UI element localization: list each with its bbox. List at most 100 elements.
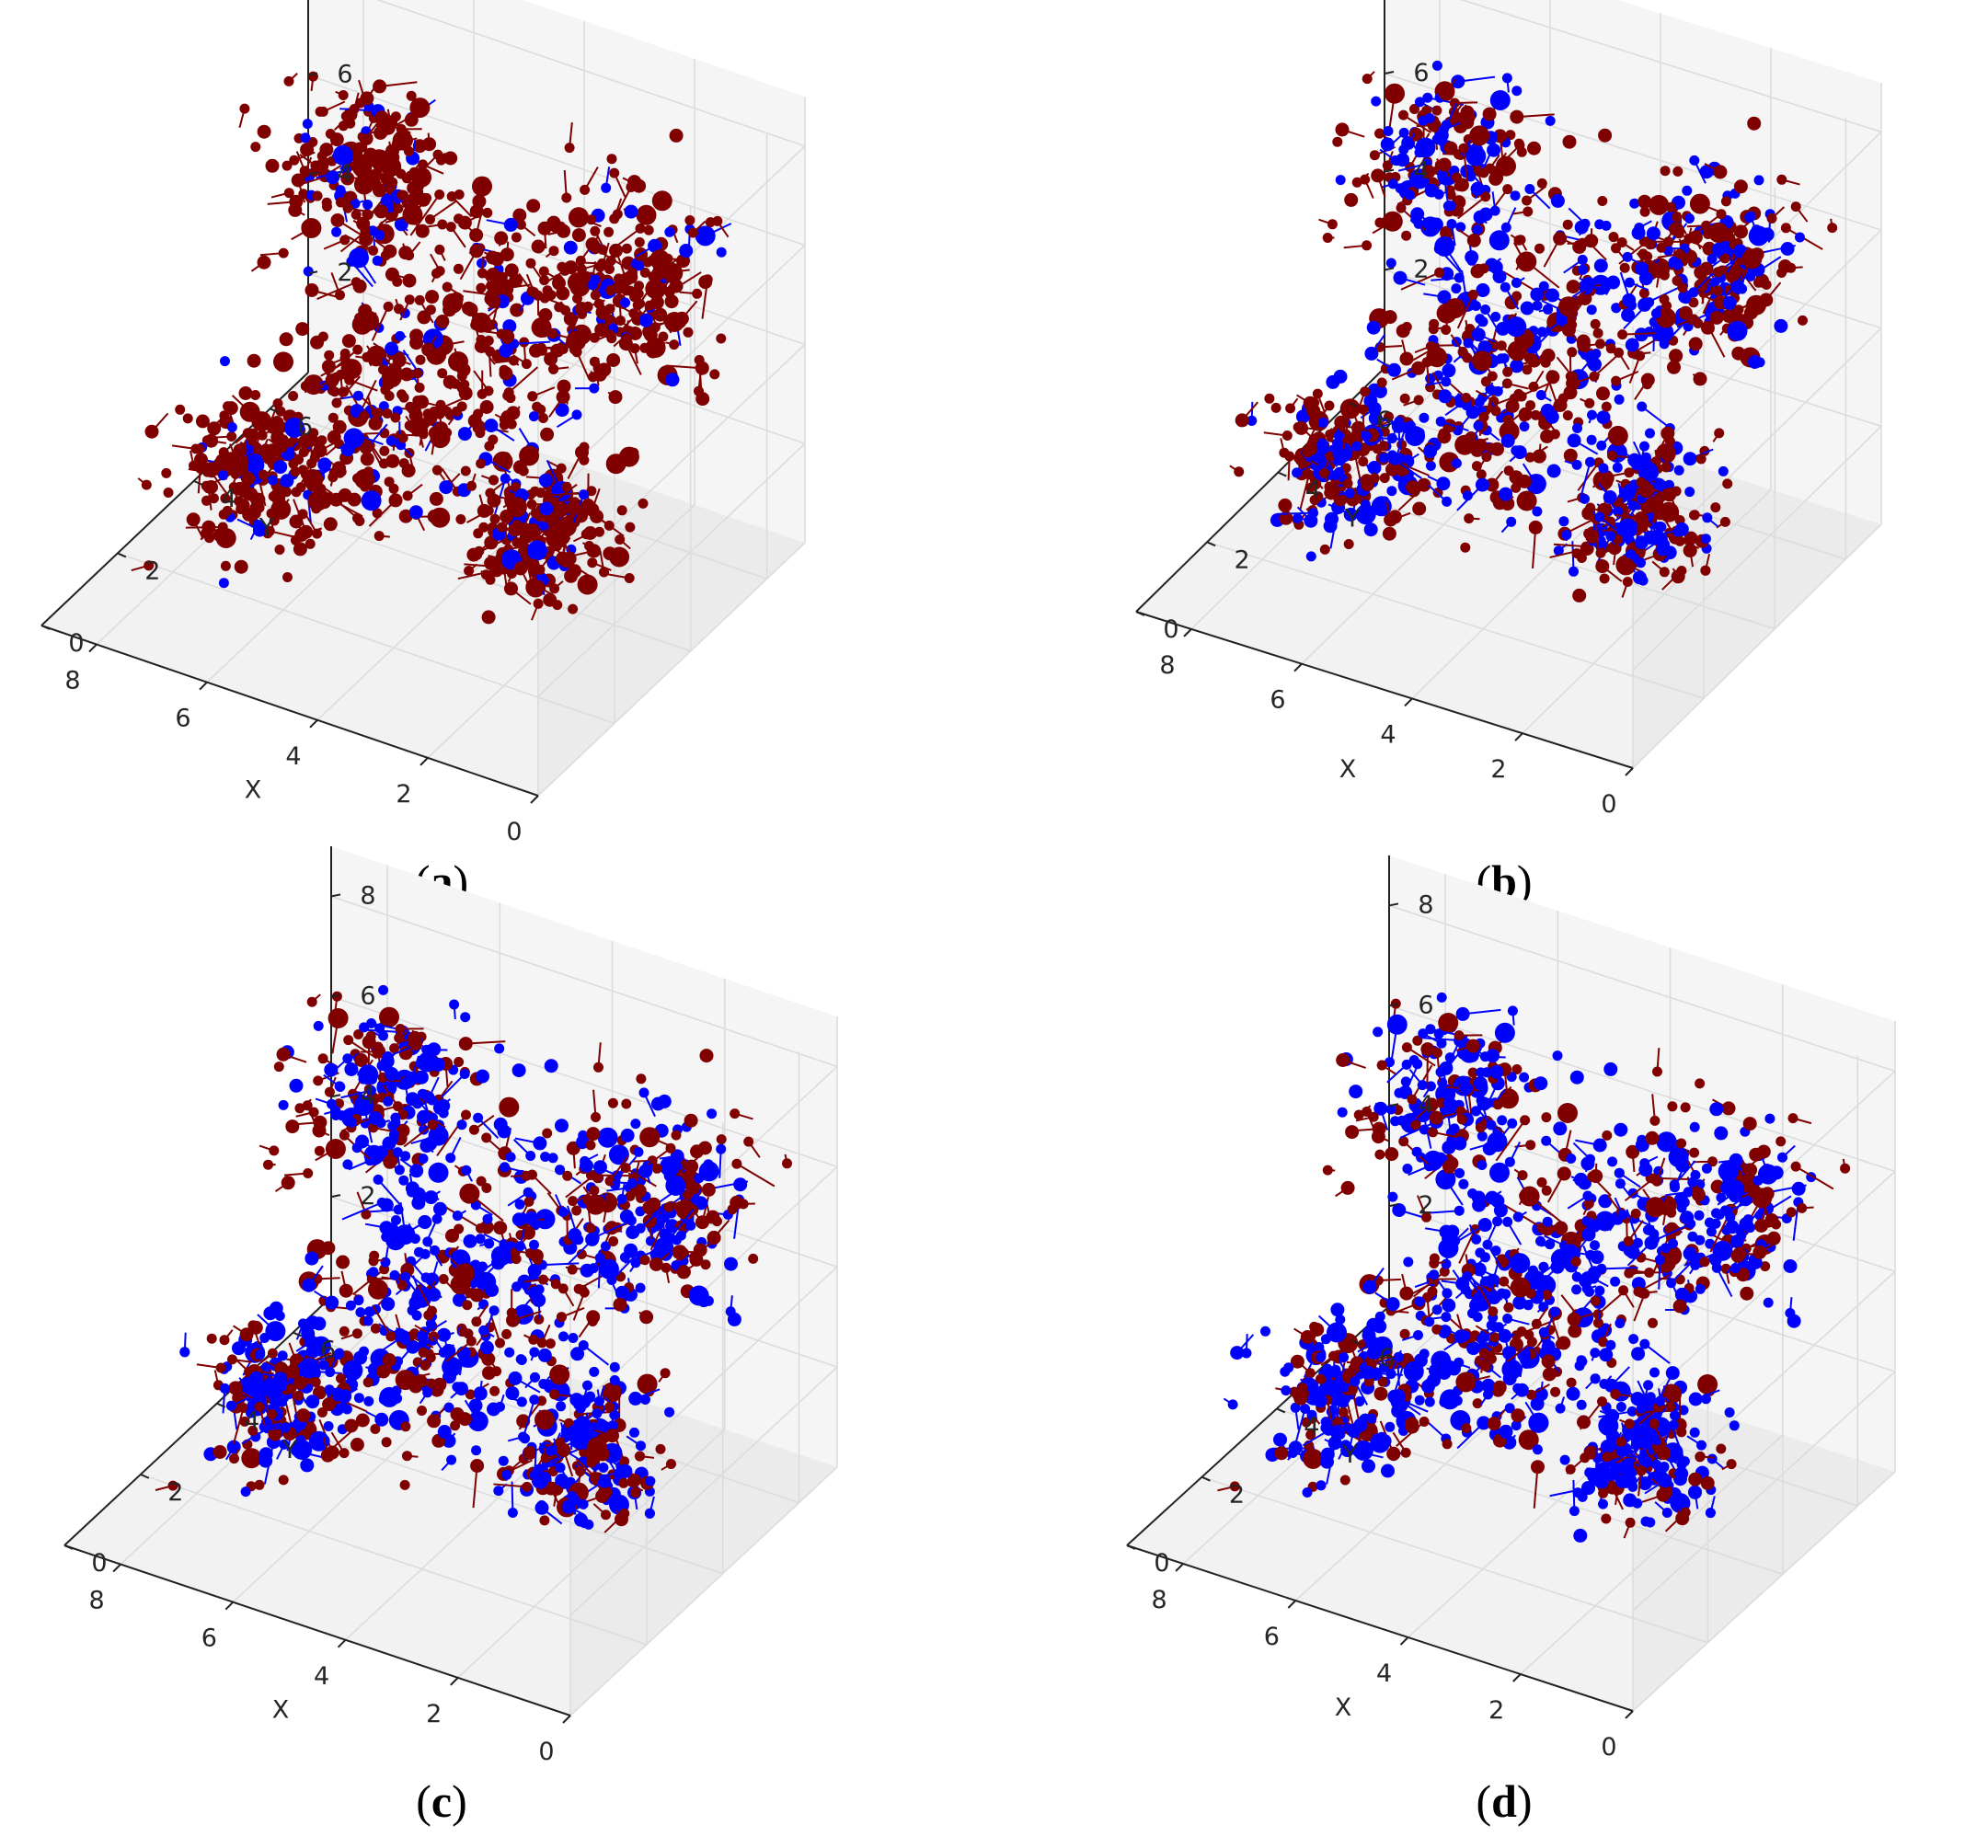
node-point <box>616 505 627 516</box>
node-point <box>369 352 384 367</box>
node-point <box>394 351 405 362</box>
node-point <box>1719 516 1730 527</box>
node-point <box>282 572 293 582</box>
node-point <box>240 1486 251 1498</box>
node-point <box>362 1377 373 1388</box>
node-point <box>606 353 621 367</box>
node-point <box>405 170 416 181</box>
node-point <box>1419 412 1430 423</box>
node-point <box>370 1323 381 1334</box>
node-point <box>625 522 636 533</box>
node-point <box>1659 567 1670 578</box>
node-point <box>1720 196 1731 207</box>
node-point <box>519 337 530 348</box>
node-point <box>615 1512 628 1527</box>
node-point <box>1325 485 1339 499</box>
node-point <box>1540 357 1551 368</box>
node-point <box>1350 429 1362 440</box>
node-point <box>592 1173 603 1184</box>
node-point <box>1733 179 1748 194</box>
node-point <box>634 281 644 292</box>
node-point <box>1342 478 1353 489</box>
node-point <box>1502 184 1513 195</box>
node-point <box>328 373 339 385</box>
node-point <box>571 409 582 420</box>
node-point <box>1510 190 1521 201</box>
node-point <box>483 385 494 396</box>
node-point <box>224 401 238 416</box>
node-point <box>1747 116 1762 131</box>
node-point <box>1285 403 1296 414</box>
node-point <box>385 341 399 356</box>
node-point <box>1360 386 1371 397</box>
node-point <box>1454 180 1465 191</box>
node-point <box>1695 453 1706 465</box>
node-point <box>381 1297 396 1312</box>
node-point <box>312 528 323 539</box>
node-point <box>1671 486 1682 497</box>
node-point <box>1499 353 1510 364</box>
node-point <box>435 315 450 328</box>
node-point <box>408 505 423 520</box>
node-point <box>1506 516 1517 527</box>
node-point <box>1480 304 1491 315</box>
node-point <box>237 464 248 475</box>
node-point <box>215 528 236 548</box>
node-point <box>493 1221 508 1235</box>
node-point <box>672 1245 687 1259</box>
y-axis-label: Y <box>259 514 275 543</box>
node-point <box>575 445 589 460</box>
node-point <box>476 1176 487 1187</box>
node-point <box>1412 501 1427 516</box>
z-tick-label: 4 <box>337 159 352 188</box>
node-point <box>194 443 205 454</box>
node-point <box>1469 125 1490 146</box>
node-point <box>712 215 723 226</box>
node-point <box>398 1175 409 1186</box>
node-point <box>1339 398 1361 419</box>
node-point <box>1474 396 1485 407</box>
node-point <box>1674 535 1685 546</box>
node-point <box>144 560 155 571</box>
node-point <box>433 1201 447 1216</box>
node-point <box>1515 235 1526 246</box>
node-point <box>692 288 703 299</box>
node-point <box>566 330 587 351</box>
node-point <box>390 1112 401 1123</box>
node-point <box>1534 243 1545 254</box>
node-point <box>1293 512 1303 523</box>
node-point <box>1656 542 1671 557</box>
node-point <box>317 457 332 472</box>
node-point <box>521 359 532 370</box>
node-point <box>585 1232 600 1246</box>
node-point <box>1378 453 1389 464</box>
node-point <box>1425 460 1436 471</box>
node-point <box>515 1354 526 1365</box>
node-point <box>564 143 575 154</box>
node-point <box>411 166 432 188</box>
node-point <box>552 600 563 611</box>
node-point <box>494 231 509 246</box>
node-point <box>782 1158 792 1169</box>
node-point <box>450 378 461 389</box>
edge <box>701 279 709 319</box>
node-point <box>1678 305 1693 320</box>
node-point <box>222 460 233 471</box>
node-point <box>1379 473 1390 484</box>
node-point <box>1780 223 1791 234</box>
node-point <box>1442 201 1454 212</box>
node-point <box>510 303 524 317</box>
node-point <box>649 295 664 310</box>
node-point <box>458 386 473 401</box>
node-point <box>1523 206 1534 217</box>
node-point <box>1363 522 1378 537</box>
node-point <box>1673 465 1684 476</box>
node-point <box>1329 470 1340 481</box>
node-point <box>538 308 553 322</box>
node-point <box>289 514 304 529</box>
node-point <box>531 580 546 594</box>
node-point <box>380 1257 391 1268</box>
node-point <box>1438 428 1449 439</box>
node-point <box>580 1155 591 1166</box>
node-point <box>425 290 440 304</box>
